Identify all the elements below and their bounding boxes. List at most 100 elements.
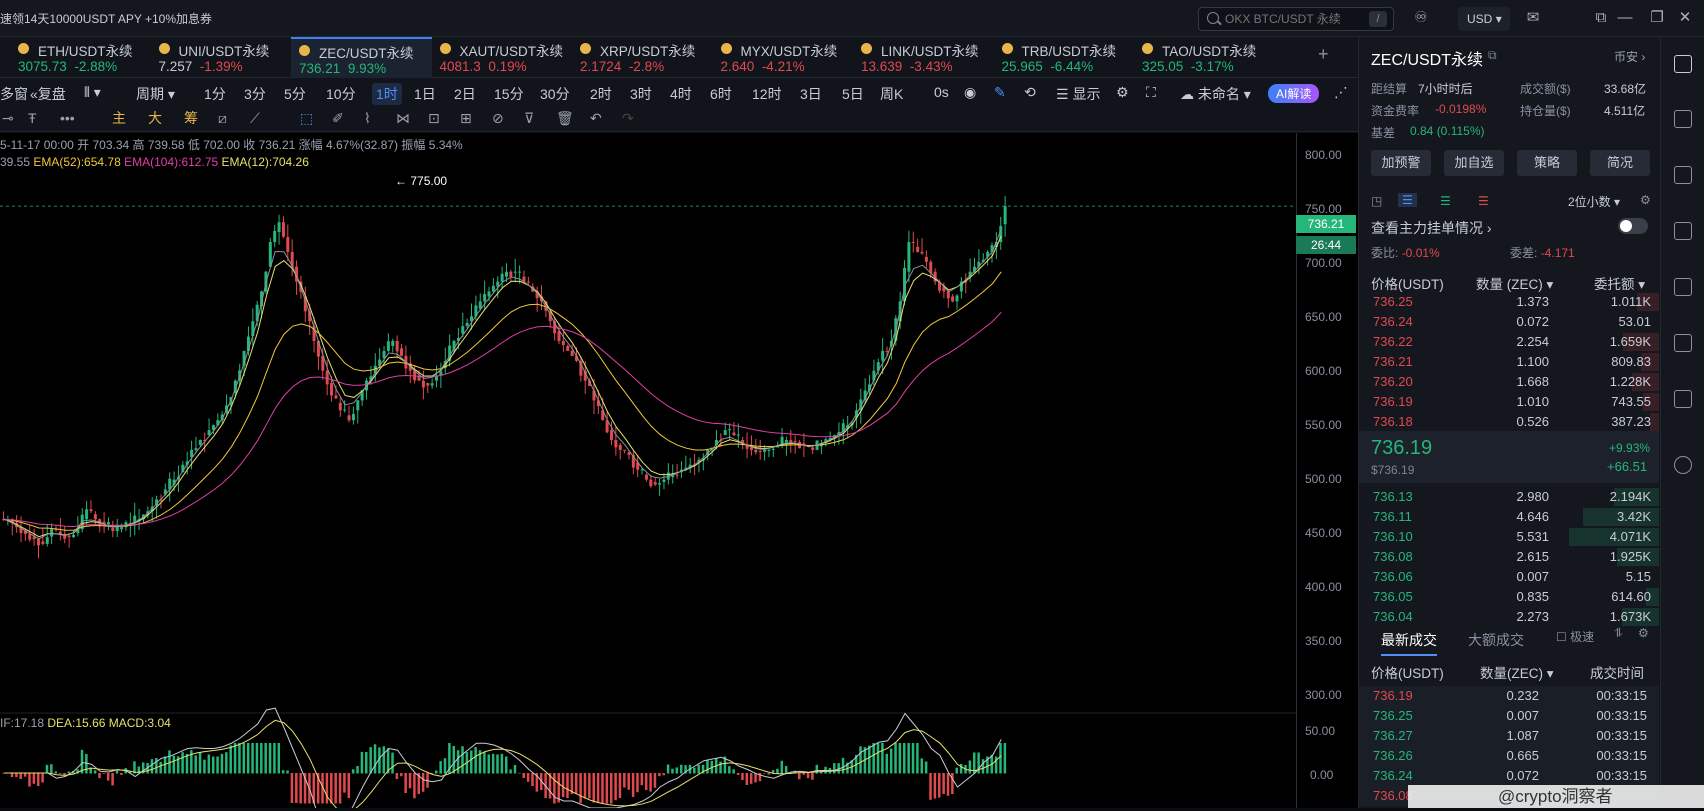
search-box[interactable]: /: [1198, 7, 1394, 31]
tab-latest-trades[interactable]: 最新成交: [1381, 630, 1437, 656]
search-input[interactable]: [1225, 11, 1355, 27]
orderbook-row[interactable]: 736.05 0.835 614.60: [1359, 587, 1659, 607]
fullscreen-icon[interactable]: ⛶: [1146, 84, 1156, 100]
mail-icon[interactable]: ✉: [1526, 9, 1540, 26]
big-indicator-button[interactable]: 大: [148, 110, 162, 126]
magnet-icon[interactable]: ⊘: [492, 110, 504, 126]
orderbook-row[interactable]: 736.18 0.526 387.23: [1359, 412, 1659, 432]
tab-uni[interactable]: UNI/USDT永续 7.257 -1.39%: [151, 37, 292, 78]
timeframe-10[interactable]: 3时: [630, 86, 652, 102]
orderbook-row[interactable]: 736.06 0.007 5.15: [1359, 567, 1659, 587]
ob-header-total[interactable]: 委托额 ▾: [1594, 277, 1646, 292]
dollar-icon[interactable]: [1674, 166, 1692, 184]
orderbook-row[interactable]: 736.04 2.273 1.673K: [1359, 607, 1659, 627]
timeframe-4[interactable]: 1时: [372, 83, 402, 105]
timeframe-14[interactable]: 3日: [800, 86, 822, 102]
minimize-icon[interactable]: —: [1617, 9, 1633, 26]
display-button[interactable]: ☰ 显示: [1056, 86, 1101, 102]
book-mode-icon[interactable]: ◳: [1371, 194, 1383, 208]
link-icon[interactable]: [1674, 456, 1692, 474]
tab-link[interactable]: LINK/USDT永续 13.639 -3.43%: [853, 37, 994, 78]
robot-icon[interactable]: [1674, 390, 1692, 408]
price-chart[interactable]: [0, 133, 1296, 811]
timeframe-16[interactable]: 周K: [880, 86, 904, 102]
timeframe-13[interactable]: 12时: [752, 86, 782, 102]
more-tools-icon[interactable]: •••: [60, 110, 75, 126]
brush-tool-icon[interactable]: ⌇: [364, 110, 371, 126]
stats-icon[interactable]: [1674, 222, 1692, 240]
timeframe-9[interactable]: 2时: [590, 86, 612, 102]
notes-icon[interactable]: [1674, 110, 1692, 128]
tab-myx[interactable]: MYX/USDT永续 2.640 -4.21%: [713, 37, 854, 78]
etf-icon[interactable]: [1674, 334, 1692, 352]
period-select[interactable]: 周期 ▾: [136, 86, 175, 102]
close-icon[interactable]: ✕: [1678, 9, 1692, 26]
orderbook-row[interactable]: 736.13 2.980 2.194K: [1359, 487, 1659, 507]
tab-large-trades[interactable]: 大额成交: [1468, 632, 1524, 648]
filter-icon[interactable]: ⥮: [1614, 626, 1623, 640]
timeframe-7[interactable]: 15分: [494, 86, 524, 102]
trade-header-qty[interactable]: 数量(ZEC) ▾: [1480, 666, 1554, 681]
pattern-tool-icon[interactable]: ⋈: [396, 110, 410, 126]
bell-icon[interactable]: ♾: [1414, 9, 1428, 26]
window-pop-icon[interactable]: ⧉: [1595, 9, 1607, 26]
source-link[interactable]: 币安 ›: [1614, 50, 1646, 64]
restore-icon[interactable]: ❐: [1650, 9, 1664, 26]
promo-banner[interactable]: 速领14天10000USDT APY +10%加息券: [0, 12, 212, 26]
timeframe-2[interactable]: 5分: [284, 86, 306, 102]
settings-icon[interactable]: ⚙: [1116, 84, 1129, 100]
orderbook-row[interactable]: 736.19 1.010 743.55: [1359, 392, 1659, 412]
copy-icon[interactable]: ⧉: [1488, 48, 1497, 62]
strategy-button[interactable]: 策略: [1517, 150, 1577, 176]
timeframe-8[interactable]: 30分: [540, 86, 570, 102]
decimals-select[interactable]: 2位小数 ▾: [1568, 195, 1621, 209]
orderbook-icon[interactable]: [1674, 55, 1692, 73]
orderbook-row[interactable]: 736.25 1.373 1.011K: [1359, 292, 1659, 312]
timeframe-11[interactable]: 4时: [670, 86, 692, 102]
tab-xaut[interactable]: XAUT/USDT永续 4081.3 0.19%: [432, 37, 573, 78]
line-tool-icon[interactable]: ⊸: [2, 110, 14, 126]
measure-icon[interactable]: ⟋: [250, 110, 260, 126]
book-both-icon[interactable]: ☰: [1398, 193, 1417, 207]
depth-toggle[interactable]: [1618, 218, 1648, 234]
ob-header-qty[interactable]: 数量 (ZEC) ▾: [1476, 277, 1554, 292]
add-tab-button[interactable]: +: [1318, 44, 1329, 64]
filter-icon[interactable]: ⊽: [524, 110, 535, 126]
lock-icon[interactable]: ⊡: [428, 110, 440, 126]
timeframe-12[interactable]: 6时: [710, 86, 732, 102]
depth-link[interactable]: 查看主力挂单情况 ›: [1371, 220, 1492, 236]
tab-xrp[interactable]: XRP/USDT永续 2.1724 -2.8%: [572, 37, 713, 78]
overview-button[interactable]: 简况: [1590, 150, 1650, 176]
tab-tao[interactable]: TAO/USDT永续 325.05 -3.17%: [1134, 37, 1275, 78]
undo-icon[interactable]: ⟲: [1024, 84, 1036, 100]
orderbook-row[interactable]: 736.24 0.072 53.01: [1359, 312, 1659, 332]
multi-window-button[interactable]: 多窗: [0, 86, 28, 102]
timeframe-15[interactable]: 5日: [842, 86, 864, 102]
timeframe-1[interactable]: 3分: [244, 86, 266, 102]
orderbook-row[interactable]: 736.08 2.615 1.925K: [1359, 547, 1659, 567]
layout-select[interactable]: ☁ 未命名 ▾: [1180, 86, 1251, 102]
timeframe-5[interactable]: 1日: [414, 86, 436, 102]
fast-checkbox[interactable]: ☐ 极速: [1556, 630, 1595, 644]
monitor-icon[interactable]: [1674, 278, 1692, 296]
add-favorite-button[interactable]: 加自选: [1444, 150, 1504, 176]
chip-indicator-button[interactable]: 筹: [184, 110, 198, 126]
replay-button[interactable]: «复盘: [30, 86, 66, 102]
timeframe-3[interactable]: 10分: [326, 86, 356, 102]
candlestick-canvas[interactable]: [0, 133, 1296, 811]
redo-icon[interactable]: ↷: [622, 110, 634, 126]
ruler-icon[interactable]: ⧄: [218, 110, 227, 126]
book-bids-icon[interactable]: ☰: [1440, 194, 1451, 208]
timeframe-0[interactable]: 1分: [204, 86, 226, 102]
tab-eth[interactable]: ETH/USDT永续 3075.73 -2.88%: [10, 37, 151, 78]
trash-icon[interactable]: 🗑: [556, 110, 574, 126]
text-tool-icon[interactable]: Ŧ: [28, 110, 37, 126]
currency-select[interactable]: USD ▾: [1458, 7, 1510, 31]
tab-zec[interactable]: ZEC/USDT永续 736.21 9.93%: [291, 37, 432, 78]
chart-type-button[interactable]: ⫴ ▾: [84, 84, 101, 101]
orderbook-row[interactable]: 736.21 1.100 809.83: [1359, 352, 1659, 372]
pencil-icon[interactable]: ✎: [994, 84, 1006, 100]
timeframe-6[interactable]: 2日: [454, 86, 476, 102]
main-indicator-button[interactable]: 主: [112, 110, 126, 126]
orderbook-row[interactable]: 736.10 5.531 4.071K: [1359, 527, 1659, 547]
